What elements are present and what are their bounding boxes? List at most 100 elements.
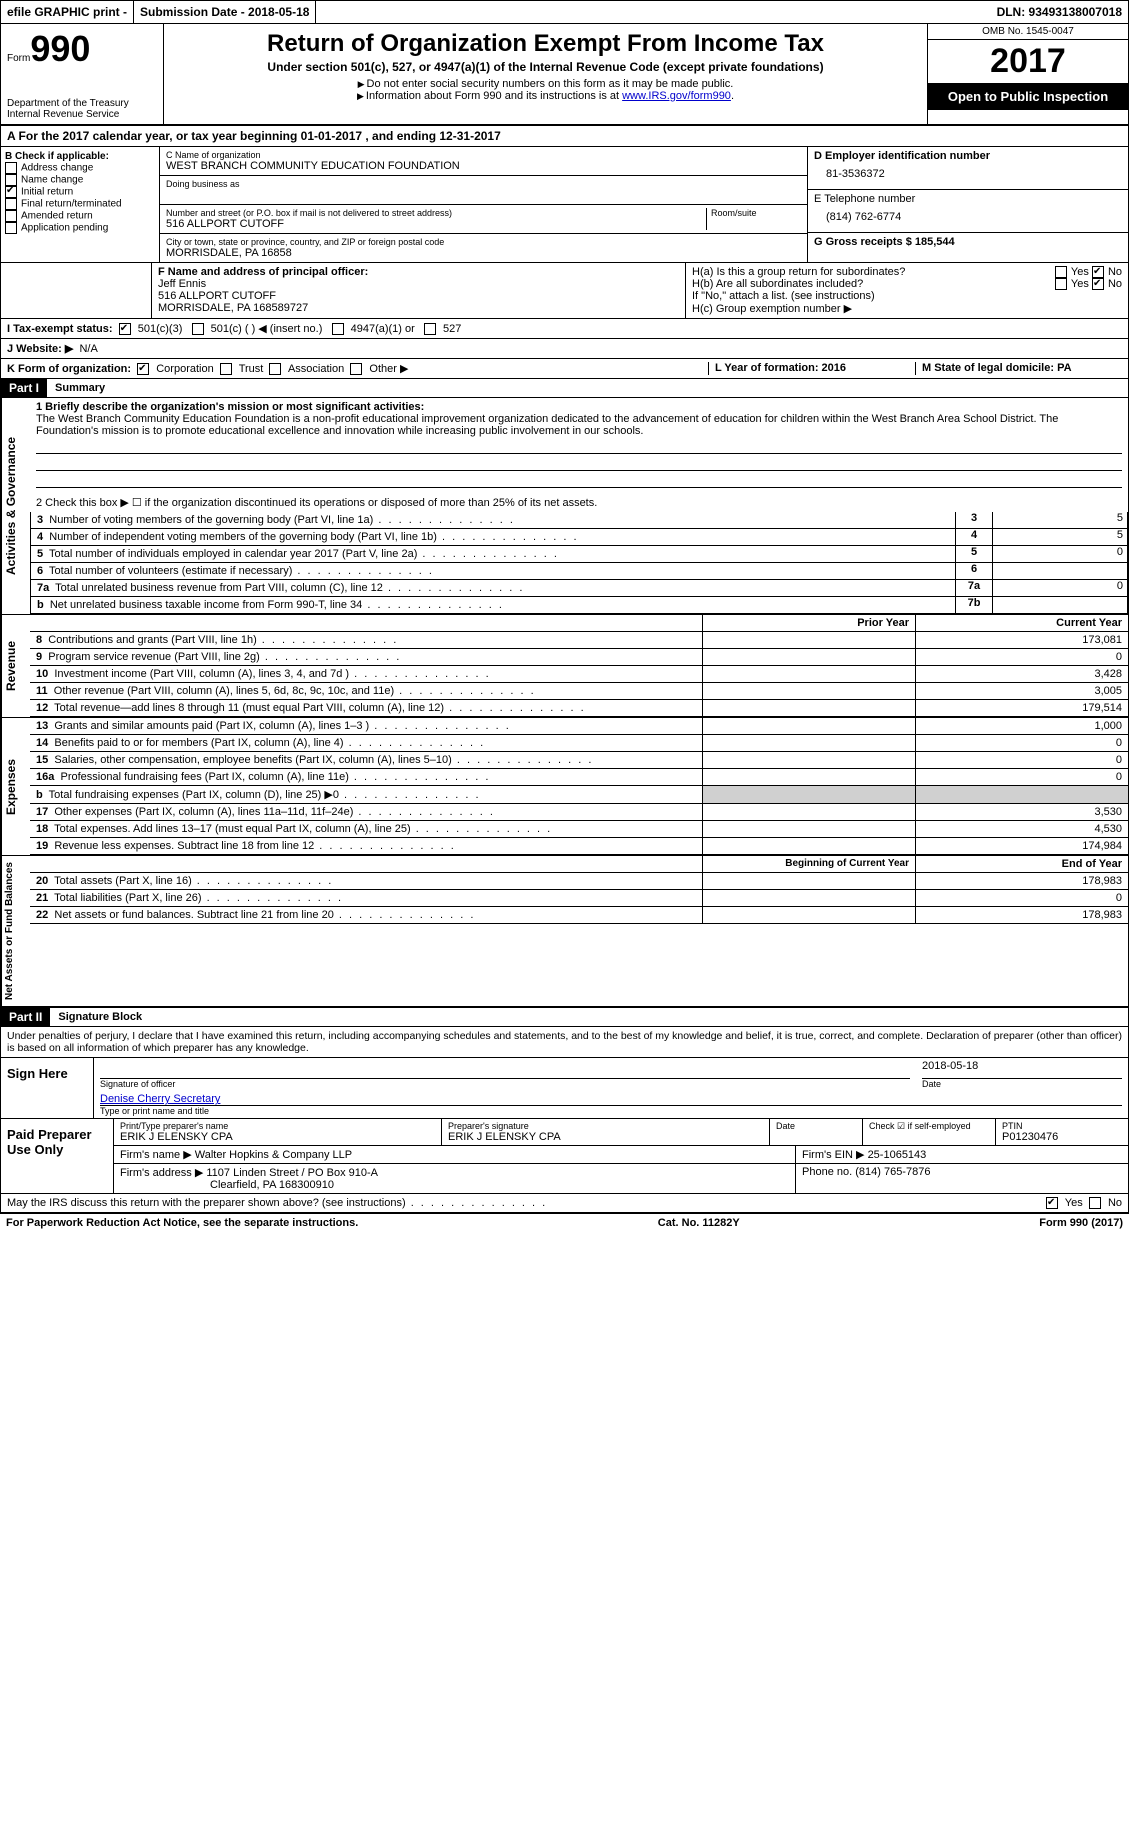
row-KLM: K Form of organization: Corporation Trus… <box>0 359 1129 379</box>
ein: 81-3536372 <box>814 162 1122 186</box>
Ha-yes[interactable] <box>1055 266 1067 278</box>
row-J: J Website: ▶ N/A <box>0 339 1129 359</box>
officer-name-link[interactable]: Denise Cherry Secretary <box>100 1093 220 1105</box>
part-II-header: Part II Signature Block <box>0 1008 1129 1027</box>
form-number: 990 <box>30 28 90 69</box>
rev-header: Prior Year Current Year <box>30 615 1128 632</box>
colB-item[interactable]: Final return/terminated <box>5 198 155 210</box>
form-header: Form990 Department of the Treasury Inter… <box>0 24 1129 126</box>
sig-declaration: Under penalties of perjury, I declare th… <box>0 1027 1129 1058</box>
side-netassets: Net Assets or Fund Balances <box>1 856 30 1006</box>
note1: Do not enter social security numbers on … <box>174 78 917 90</box>
line-19: 19 Revenue less expenses. Subtract line … <box>30 838 1128 855</box>
side-governance: Activities & Governance <box>1 398 30 614</box>
side-revenue: Revenue <box>1 615 30 717</box>
line-11: 11 Other revenue (Part VIII, column (A),… <box>30 683 1128 700</box>
line-18: 18 Total expenses. Add lines 13–17 (must… <box>30 821 1128 838</box>
street: 516 ALLPORT CUTOFF <box>166 218 706 230</box>
line1: 1 Briefly describe the organization's mi… <box>30 398 1128 493</box>
Hb-yes[interactable] <box>1055 278 1067 290</box>
dln: DLN: 93493138007018 <box>991 1 1128 23</box>
efile-label: efile GRAPHIC print - <box>1 1 134 23</box>
preparer-block: Paid Preparer Use Only Print/Type prepar… <box>0 1119 1129 1194</box>
col-B-title: B Check if applicable: <box>5 151 155 162</box>
omb: OMB No. 1545-0047 <box>928 24 1128 40</box>
summary-line-5: 5 Total number of individuals employed i… <box>30 546 1128 563</box>
org-name: WEST BRANCH COMMUNITY EDUCATION FOUNDATI… <box>166 160 801 172</box>
irs-label: Internal Revenue Service <box>7 109 157 120</box>
tax-year: 2017 <box>928 40 1128 83</box>
row-I: I Tax-exempt status: 501(c)(3) 501(c) ( … <box>0 319 1129 339</box>
colB-item[interactable]: Initial return <box>5 186 155 198</box>
discuss-yes[interactable] <box>1046 1197 1058 1209</box>
line-17: 17 Other expenses (Part IX, column (A), … <box>30 804 1128 821</box>
line-15: 15 Salaries, other compensation, employe… <box>30 752 1128 769</box>
form-title: Return of Organization Exempt From Incom… <box>174 30 917 58</box>
line-22: 22 Net assets or fund balances. Subtract… <box>30 907 1128 924</box>
na-header: Beginning of Current Year End of Year <box>30 856 1128 873</box>
line-b: b Total fundraising expenses (Part IX, c… <box>30 786 1128 804</box>
netassets-block: Net Assets or Fund Balances Beginning of… <box>0 856 1129 1008</box>
city: MORRISDALE, PA 16858 <box>166 247 801 259</box>
gross-receipts: G Gross receipts $ 185,544 <box>808 233 1128 251</box>
Ha-no[interactable] <box>1092 266 1104 278</box>
submission-date: Submission Date - 2018-05-18 <box>134 1 316 23</box>
row-FH: F Name and address of principal officer:… <box>0 263 1129 319</box>
form-990-page: efile GRAPHIC print - Submission Date - … <box>0 0 1129 1232</box>
header-center: Return of Organization Exempt From Incom… <box>164 24 927 124</box>
line-10: 10 Investment income (Part VIII, column … <box>30 666 1128 683</box>
revenue-block: Revenue Prior Year Current Year 8 Contri… <box>0 615 1129 718</box>
line-20: 20 Total assets (Part X, line 16)178,983 <box>30 873 1128 890</box>
line-12: 12 Total revenue—add lines 8 through 11 … <box>30 700 1128 717</box>
discuss-no[interactable] <box>1089 1197 1101 1209</box>
summary-line-4: 4 Number of independent voting members o… <box>30 529 1128 546</box>
city-box: City or town, state or province, country… <box>160 234 807 262</box>
grid-BCD: B Check if applicable: Address changeNam… <box>0 147 1129 263</box>
form-prefix: Form <box>7 53 30 64</box>
open-to-public: Open to Public Inspection <box>928 83 1128 110</box>
line-9: 9 Program service revenue (Part VIII, li… <box>30 649 1128 666</box>
note2: Information about Form 990 and its instr… <box>174 90 917 102</box>
col-C: C Name of organization WEST BRANCH COMMU… <box>160 147 807 262</box>
expenses-block: Expenses 13 Grants and similar amounts p… <box>0 718 1129 856</box>
colB-item[interactable]: Address change <box>5 162 155 174</box>
sign-here-block: Sign Here Signature of officer 2018-05-1… <box>0 1058 1129 1119</box>
colB-item[interactable]: Name change <box>5 174 155 186</box>
Hb-no[interactable] <box>1092 278 1104 290</box>
I-501c3[interactable] <box>119 323 131 335</box>
irs-link[interactable]: www.IRS.gov/form990 <box>622 90 731 102</box>
summary-line-7a: 7a Total unrelated business revenue from… <box>30 580 1128 597</box>
officer-name: Jeff Ennis <box>158 278 679 290</box>
header-right: OMB No. 1545-0047 2017 Open to Public In… <box>927 24 1128 124</box>
col-B: B Check if applicable: Address changeNam… <box>1 147 160 262</box>
line-14: 14 Benefits paid to or for members (Part… <box>30 735 1128 752</box>
line-21: 21 Total liabilities (Part X, line 26)0 <box>30 890 1128 907</box>
summary-gov: Activities & Governance 1 Briefly descri… <box>0 398 1129 615</box>
phone: (814) 762-6774 <box>814 205 1122 229</box>
H-box: H(a) Is this a group return for subordin… <box>686 263 1128 318</box>
line-13: 13 Grants and similar amounts paid (Part… <box>30 718 1128 735</box>
col-DEG: D Employer identification number 81-3536… <box>807 147 1128 262</box>
discuss-row: May the IRS discuss this return with the… <box>0 1194 1129 1213</box>
phone-box: E Telephone number (814) 762-6774 <box>808 190 1128 233</box>
footer: For Paperwork Reduction Act Notice, see … <box>0 1213 1129 1232</box>
form-subtitle: Under section 501(c), 527, or 4947(a)(1)… <box>174 60 917 74</box>
colB-item[interactable]: Application pending <box>5 222 155 234</box>
line2: 2 Check this box ▶ ☐ if the organization… <box>30 493 1128 512</box>
org-name-box: C Name of organization WEST BRANCH COMMU… <box>160 147 807 176</box>
row-A: A For the 2017 calendar year, or tax yea… <box>0 126 1129 147</box>
dept-label: Department of the Treasury <box>7 98 157 109</box>
colB-item[interactable]: Amended return <box>5 210 155 222</box>
summary-line-7b: b Net unrelated business taxable income … <box>30 597 1128 614</box>
officer-box: F Name and address of principal officer:… <box>152 263 686 318</box>
dba-box: Doing business as <box>160 176 807 205</box>
side-expenses: Expenses <box>1 718 30 855</box>
street-box: Number and street (or P.O. box if mail i… <box>160 205 807 234</box>
line-16a: 16a Professional fundraising fees (Part … <box>30 769 1128 786</box>
topbar: efile GRAPHIC print - Submission Date - … <box>0 0 1129 24</box>
header-left: Form990 Department of the Treasury Inter… <box>1 24 164 124</box>
ein-box: D Employer identification number 81-3536… <box>808 147 1128 190</box>
summary-line-3: 3 Number of voting members of the govern… <box>30 512 1128 529</box>
line-8: 8 Contributions and grants (Part VIII, l… <box>30 632 1128 649</box>
summary-line-6: 6 Total number of volunteers (estimate i… <box>30 563 1128 580</box>
